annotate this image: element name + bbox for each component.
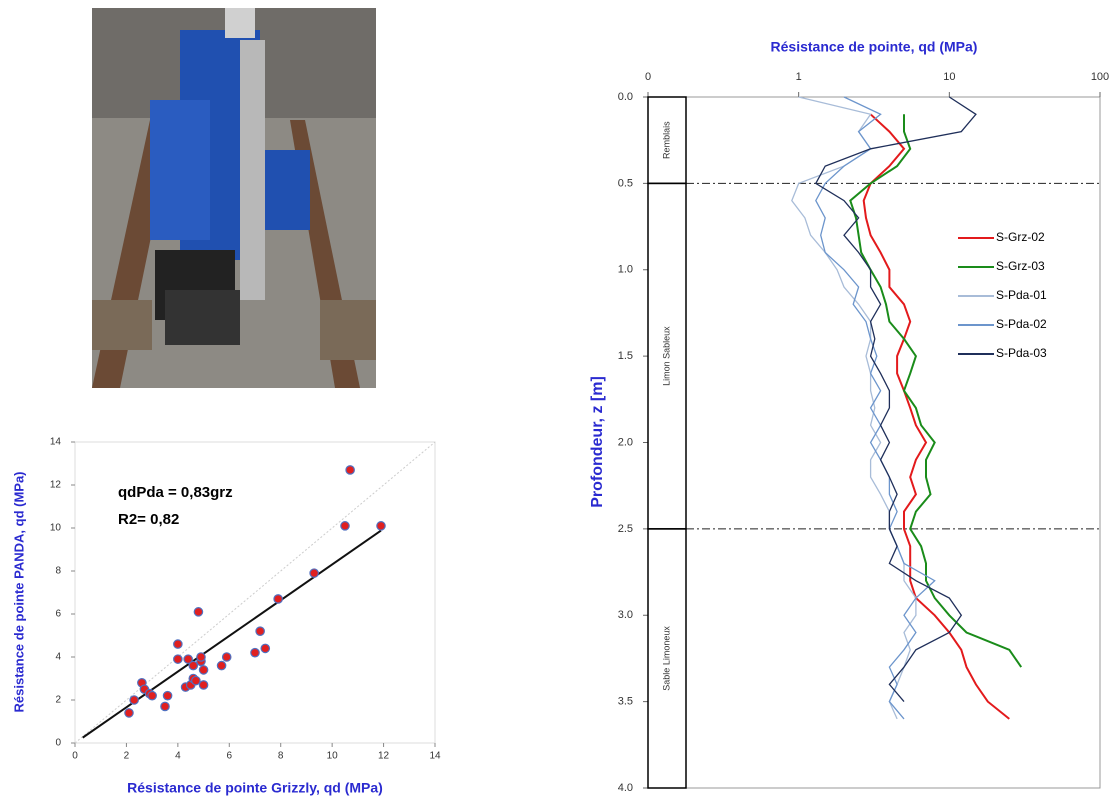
y-tick-label: 4.0 [618,782,633,794]
point [173,639,183,649]
point [173,654,183,664]
point [376,521,386,531]
legend-label: S-Pda-02 [996,317,1047,331]
legend-label: S-Pda-01 [996,288,1047,302]
y-tick-label: 0.5 [618,177,633,189]
fit-line [82,529,382,739]
annotation: qdPda = 0,83grz [118,484,233,501]
annotation: R2= 0,82 [118,511,179,528]
legend-label: S-Grz-03 [996,259,1045,273]
y-tick-label: 0.0 [618,91,633,103]
chart-title: Résistance de pointe, qd (MPa) [771,39,978,55]
point [255,626,265,636]
x-tick-label: 12 [378,751,390,762]
x-tick-label: 4 [175,751,181,762]
point [188,660,199,671]
x-tick-label: 6 [227,751,233,762]
y-tick-label: 2.5 [618,523,633,535]
x-axis-label: Résistance de pointe Grizzly, qd (MPa) [127,780,383,796]
y-tick-label: 1.5 [618,350,633,362]
plot-area [74,441,436,744]
layer-label: Sable Limoneux [661,626,671,691]
point [345,465,355,475]
y-tick-label: 3.5 [618,696,633,708]
point [193,607,204,617]
point [129,695,139,705]
series-line [814,96,977,703]
y-tick-label: 6 [55,609,61,620]
point [250,647,260,658]
x-tick-label: 10 [943,71,955,83]
y-tick-label: 12 [50,480,62,491]
point [147,690,157,701]
point [196,652,206,662]
legend-label: S-Pda-03 [996,346,1047,360]
point [160,701,170,712]
point [198,665,209,675]
y-axis-label: Profondeur, z [m] [589,376,606,508]
y-tick-label: 2 [55,695,61,706]
x-tick-label: 14 [429,751,441,762]
plot-area [647,96,1101,789]
point [260,643,271,654]
layer-label: Limon Sableux [661,326,671,386]
photo [92,8,376,388]
point [191,675,201,686]
layer-label: Remblais [661,121,671,159]
y-tick-label: 10 [50,523,62,534]
series-line [815,96,936,720]
x-tick-label: 100 [1091,71,1109,83]
point [216,660,227,671]
y-tick-label: 8 [55,566,61,577]
x-tick-label: 0 [72,751,78,762]
legend-label: S-Grz-02 [996,230,1045,244]
point [221,652,232,662]
y-tick-label: 1.0 [618,264,633,276]
point [124,708,134,718]
y-tick-label: 0 [55,738,61,749]
y-axis-label: Résistance de pointe PANDA, qd (MPa) [11,471,26,712]
x-tick-label: 1 [796,71,802,83]
point [273,594,283,604]
point [183,654,193,664]
x-tick-label: 2 [124,751,130,762]
y-tick-label: 4 [55,652,61,663]
x-tick-label: 10 [327,751,339,762]
y-tick-label: 3.0 [618,609,633,621]
x-tick-label: 0 [645,71,651,83]
series-line [791,96,917,720]
series-line [849,114,1023,668]
layer-box [647,528,687,789]
series-line [862,113,1010,720]
point [162,690,173,701]
point [340,521,350,531]
point [309,568,319,578]
y-tick-label: 2.0 [618,436,633,448]
x-tick-label: 8 [278,751,284,762]
point [198,680,209,690]
y-tick-label: 14 [50,437,62,448]
